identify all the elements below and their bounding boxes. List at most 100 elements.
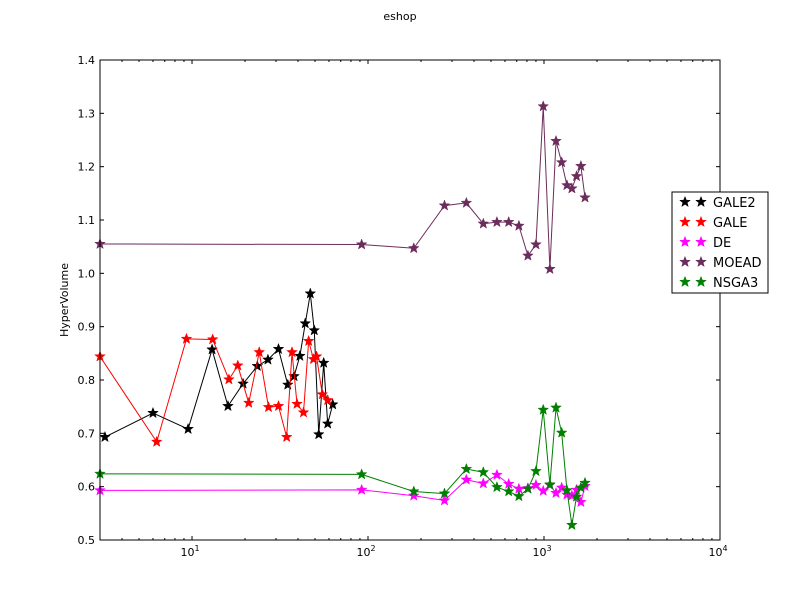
data-point — [262, 400, 275, 413]
data-point — [574, 495, 587, 508]
legend-marker — [695, 235, 707, 248]
data-point — [537, 100, 550, 112]
data-point — [293, 349, 306, 362]
data-point — [550, 134, 562, 147]
data-point — [477, 477, 490, 489]
data-point — [574, 481, 587, 493]
series-line-nsga3 — [99, 407, 586, 526]
y-tick-label: 1.4 — [78, 54, 96, 67]
x-tick-label: 102 — [356, 544, 375, 559]
data-point — [299, 317, 312, 329]
data-point — [242, 396, 255, 408]
legend-entry-moead: MOEAD — [679, 255, 762, 271]
plot-area — [94, 100, 591, 531]
data-point — [537, 484, 550, 496]
data-point — [561, 484, 573, 496]
legend-marker — [679, 235, 691, 248]
legend-entry-gale: GALE — [679, 215, 747, 231]
data-point — [407, 242, 420, 254]
data-point — [231, 359, 244, 371]
data-point — [460, 462, 473, 475]
data-point — [312, 428, 325, 440]
legend: GALE2 GALE DE MOEAD NSGA3 — [671, 191, 769, 294]
data-point — [512, 219, 525, 231]
series-line-moead — [99, 106, 586, 270]
data-point — [537, 403, 550, 415]
plot-frame — [99, 59, 721, 541]
data-point — [147, 406, 159, 419]
data-point — [490, 468, 503, 480]
legend-marker — [679, 275, 691, 288]
y-tick-label: 0.9 — [78, 321, 96, 334]
data-point — [99, 430, 111, 443]
data-point — [321, 417, 334, 429]
series-gale2 — [99, 287, 339, 443]
y-tick-label: 0.8 — [78, 374, 96, 387]
axis-ticks: 0.5 0.6 0.7 0.8 0.9 1.0 1.1 1.2 1.3 1.4 101 102 103 1… — [78, 54, 728, 559]
series-gale — [94, 332, 334, 447]
data-point — [530, 238, 542, 250]
legend-marker — [679, 215, 691, 228]
data-point — [280, 430, 293, 443]
data-point — [206, 343, 218, 355]
data-point — [543, 478, 556, 490]
x-tick-label: 103 — [532, 544, 551, 559]
y-axis-label: HyperVolume — [58, 263, 71, 337]
x-tick-label: 101 — [180, 544, 199, 559]
y-tick-label: 1.1 — [78, 214, 96, 227]
y-tick-label: 0.6 — [78, 481, 96, 494]
data-point — [438, 494, 451, 506]
data-point — [262, 353, 274, 365]
data-point — [477, 466, 490, 478]
data-point — [570, 170, 583, 182]
series-de — [94, 468, 591, 508]
data-point — [555, 156, 568, 168]
legend-marker — [695, 195, 707, 208]
data-point — [521, 482, 534, 494]
data-point — [460, 473, 473, 485]
data-point — [543, 262, 556, 275]
data-point — [490, 480, 503, 493]
series-moead — [94, 100, 591, 275]
data-point — [438, 487, 451, 499]
data-point — [561, 179, 573, 191]
data-point — [502, 485, 515, 497]
data-point — [302, 334, 315, 347]
data-point — [574, 159, 587, 172]
data-point — [490, 215, 503, 228]
series-nsga3 — [94, 401, 591, 531]
data-point — [355, 238, 368, 250]
data-point — [460, 196, 473, 208]
legend-entry-nsga3: NSGA3 — [679, 275, 758, 291]
legend-marker — [695, 255, 707, 268]
legend-label: NSGA3 — [713, 276, 758, 291]
legend-label: MOEAD — [713, 256, 762, 271]
data-point — [297, 406, 310, 418]
data-point — [550, 401, 562, 413]
data-point — [530, 478, 542, 491]
data-point — [304, 287, 317, 299]
data-point — [521, 249, 534, 261]
data-point — [355, 468, 368, 480]
legend-marker — [679, 255, 691, 268]
data-point — [407, 485, 420, 497]
data-point — [310, 350, 323, 362]
data-point — [512, 490, 525, 502]
legend-label: DE — [713, 236, 731, 251]
legend-label: GALE — [713, 216, 747, 231]
chart-title: eshop — [383, 10, 416, 23]
y-tick-label: 1.2 — [78, 161, 96, 174]
y-tick-label: 0.5 — [78, 534, 96, 547]
x-tick-label: 104 — [708, 544, 727, 559]
legend-entry-gale2: GALE2 — [679, 195, 756, 211]
data-point — [555, 426, 568, 438]
data-point — [316, 388, 329, 400]
data-point — [355, 483, 368, 495]
y-tick-label: 1.3 — [78, 107, 96, 120]
data-point — [565, 518, 578, 531]
data-point — [308, 324, 321, 336]
data-point — [272, 399, 285, 412]
legend-entry-de: DE — [679, 235, 731, 251]
data-point — [530, 464, 542, 477]
data-point — [253, 346, 266, 358]
